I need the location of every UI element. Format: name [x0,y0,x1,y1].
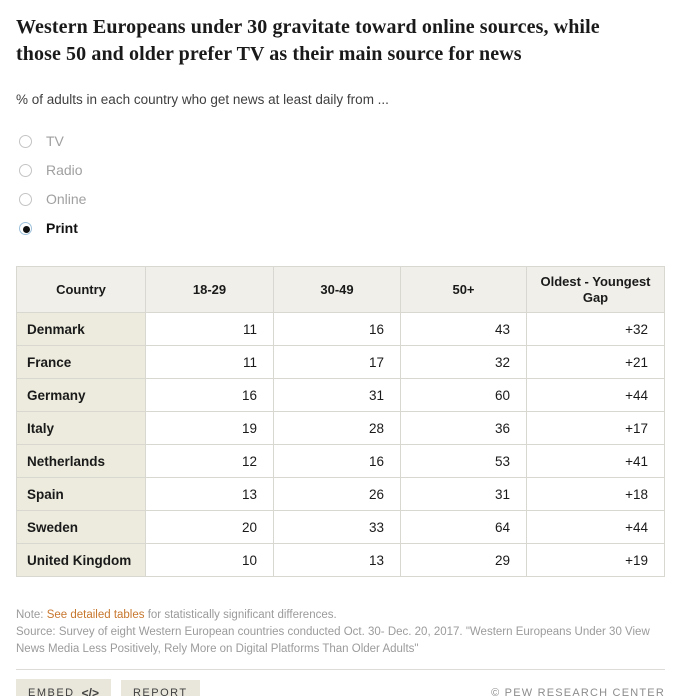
note-line: Note: See detailed tables for statistica… [16,607,665,624]
report-button[interactable]: REPORT [120,680,200,696]
value-18-29: 20 [145,510,274,545]
value-50plus: 36 [400,411,527,446]
value-30-49: 31 [273,378,401,413]
value-30-49: 16 [273,312,401,347]
code-icon: </> [81,686,99,696]
value-18-29: 10 [145,543,274,578]
value-gap: +32 [526,312,665,347]
value-30-49: 26 [273,477,401,512]
column-header-50plus: 50+ [400,265,527,314]
country-cell: United Kingdom [16,543,146,578]
value-30-49: 17 [273,345,401,380]
chart-subtitle: % of adults in each country who get news… [16,92,389,107]
radio-option-radio[interactable]: Radio [16,162,136,178]
table-row: Germany 16 31 60 +44 [16,378,665,413]
country-cell: Spain [16,477,146,512]
table-header-row: Country 18-29 30-49 50+ Oldest - Younges… [16,265,665,314]
value-18-29: 11 [145,312,274,347]
value-gap: +19 [526,543,665,578]
copyright-text: © PEW RESEARCH CENTER [491,687,665,696]
radio-option-label: Online [46,191,87,207]
column-header-gap: Oldest - Youngest Gap [526,265,665,314]
country-cell: Italy [16,411,146,446]
value-gap: +41 [526,444,665,479]
table-row: Spain 13 26 31 +18 [16,477,665,512]
country-cell: Netherlands [16,444,146,479]
value-30-49: 28 [273,411,401,446]
column-header-18-29: 18-29 [145,265,274,314]
column-header-30-49: 30-49 [273,265,401,314]
embed-button[interactable]: EMBED </> [16,679,111,696]
report-button-label: REPORT [132,687,188,696]
radio-option-label: Print [46,220,78,236]
table-row: Sweden 20 33 64 +44 [16,510,665,545]
value-50plus: 31 [400,477,527,512]
value-18-29: 16 [145,378,274,413]
value-50plus: 53 [400,444,527,479]
radio-selected-icon [19,221,32,235]
radio-option-print[interactable]: Print [16,220,136,236]
value-18-29: 11 [145,345,274,380]
table-row: Netherlands 12 16 53 +41 [16,444,665,479]
data-table: Country 18-29 30-49 50+ Oldest - Younges… [16,265,665,578]
value-50plus: 64 [400,510,527,545]
value-50plus: 32 [400,345,527,380]
value-30-49: 13 [273,543,401,578]
footnotes: Note: See detailed tables for statistica… [16,607,665,657]
radio-unselected-icon [19,163,32,177]
country-cell: Denmark [16,312,146,347]
value-50plus: 29 [400,543,527,578]
value-50plus: 43 [400,312,527,347]
country-cell: Germany [16,378,146,413]
detailed-tables-link[interactable]: See detailed tables [46,609,145,622]
value-gap: +17 [526,411,665,446]
footer-bar: EMBED </> REPORT © PEW RESEARCH CENTER [16,669,665,696]
note-suffix: for statistically significant difference… [144,609,337,622]
table-row: United Kingdom 10 13 29 +19 [16,543,665,578]
value-18-29: 12 [145,444,274,479]
country-cell: France [16,345,146,380]
value-30-49: 16 [273,444,401,479]
radio-option-online[interactable]: Online [16,191,136,207]
table-row: Denmark 11 16 43 +32 [16,312,665,347]
embed-button-label: EMBED [28,687,75,696]
metric-radio-group: TV Radio Online Print [16,133,665,236]
value-30-49: 33 [273,510,401,545]
column-header-country: Country [16,265,146,314]
value-gap: +18 [526,477,665,512]
value-18-29: 19 [145,411,274,446]
value-gap: +44 [526,510,665,545]
radio-unselected-icon [19,192,32,206]
page-title: Western Europeans under 30 gravitate tow… [16,16,600,65]
value-50plus: 60 [400,378,527,413]
table-row: France 11 17 32 +21 [16,345,665,380]
table-row: Italy 19 28 36 +17 [16,411,665,446]
radio-option-label: TV [46,133,64,149]
value-gap: +21 [526,345,665,380]
radio-unselected-icon [19,134,32,148]
country-cell: Sweden [16,510,146,545]
value-gap: +44 [526,378,665,413]
note-prefix: Note: [16,609,47,622]
radio-option-tv[interactable]: TV [16,133,136,149]
value-18-29: 13 [145,477,274,512]
source-line: Source: Survey of eight Western European… [16,625,650,655]
radio-option-label: Radio [46,162,83,178]
